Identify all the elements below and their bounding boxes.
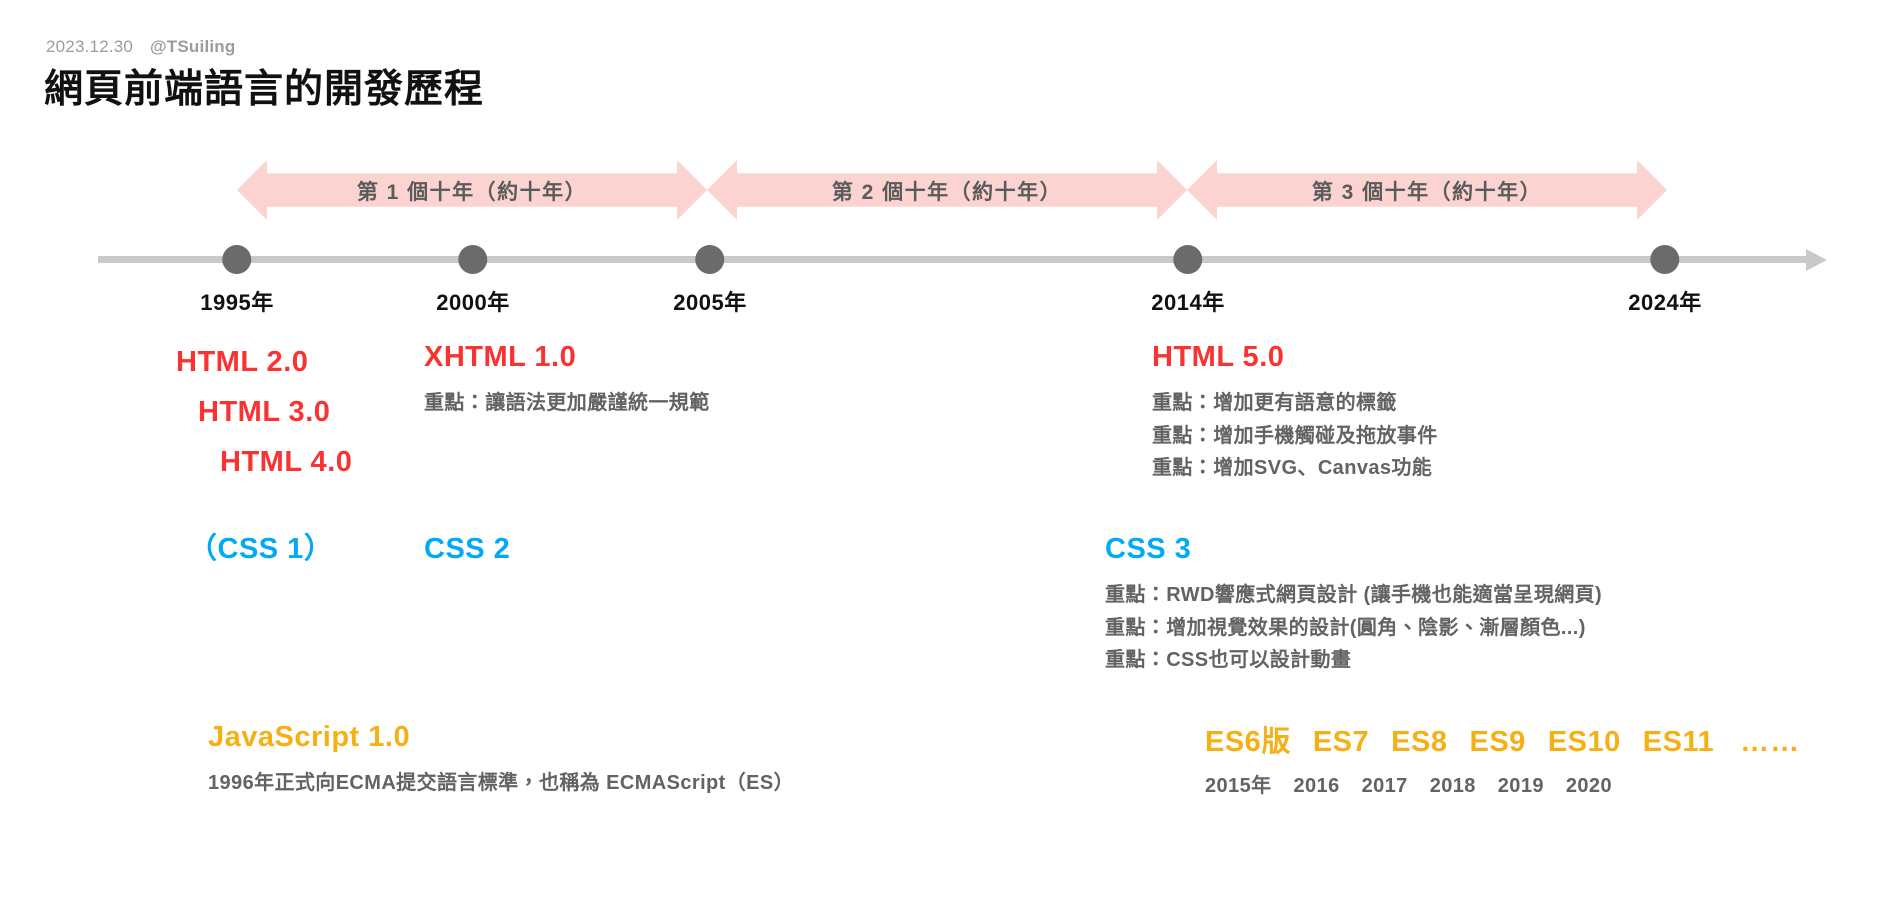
- xhtml-note: 重點：讓語法更加嚴謹統一規範: [424, 392, 710, 415]
- es-more-ellipsis: ……: [1740, 726, 1801, 758]
- header-handle: @TSuiling: [150, 37, 236, 56]
- es-year-es11: 2020: [1565, 775, 1612, 797]
- axis-arrowhead-icon: [1806, 249, 1827, 271]
- css3-note-2: 重點：增加視覺效果的設計(圓角、陰影、漸層顏色...): [1105, 616, 1586, 639]
- es-name-row: ES6版 ES7 ES8 ES9 ES10 ES11 ……: [1205, 718, 1800, 760]
- es-name-es6: ES6版: [1205, 726, 1291, 758]
- decade-arrow-1: 第 1 個十年（約十年）: [237, 160, 707, 220]
- xhtml-block: XHTML 1.0 重點：讓語法更加嚴謹統一規範: [424, 338, 710, 420]
- timeline-node-1995[interactable]: 1995年: [200, 245, 273, 317]
- es-name-es8: ES8: [1391, 726, 1448, 758]
- css2-title: CSS 2: [424, 533, 511, 565]
- header-meta: 2023.12.30 @TSuiling: [46, 37, 235, 57]
- es-year-row: 2015年 2016 2017 2018 2019 2020: [1205, 769, 1800, 798]
- css3-note-3: 重點：CSS也可以設計動畫: [1105, 648, 1352, 671]
- es-name-es11: ES11: [1642, 726, 1715, 758]
- html5-note-3: 重點：增加SVG、Canvas功能: [1152, 456, 1433, 479]
- timeline-dot-icon: [1650, 245, 1680, 274]
- html5-note-2: 重點：增加手機觸碰及拖放事件: [1152, 424, 1438, 447]
- es-name-es7: ES7: [1312, 726, 1370, 758]
- timeline-node-2024[interactable]: 2024年: [1628, 245, 1701, 317]
- html-version-2: HTML 2.0: [176, 346, 309, 378]
- html-early-versions: HTML 2.0 HTML 3.0 HTML 4.0: [176, 338, 352, 488]
- timeline-node-2014[interactable]: 2014年: [1151, 245, 1224, 317]
- timeline-dot-icon: [458, 245, 488, 274]
- decade-label-2: 第 2 個十年（約十年）: [831, 181, 1063, 204]
- timeline-dot-icon: [695, 245, 725, 274]
- decade-arrow-3: 第 3 個十年（約十年）: [1187, 160, 1667, 220]
- timeline-node-label: 1995年: [200, 290, 274, 315]
- javascript-block: JavaScript 1.0 1996年正式向ECMA提交語言標準，也稱為 EC…: [208, 718, 794, 800]
- timeline-node-label: 2024年: [1628, 290, 1702, 315]
- es-year-es6: 2015年: [1205, 775, 1272, 797]
- html-version-4: HTML 4.0: [220, 445, 353, 478]
- es-year-es7: 2016: [1293, 775, 1340, 797]
- javascript-note: 1996年正式向ECMA提交語言標準，也稱為 ECMAScript（ES）: [208, 772, 794, 795]
- html-version-3: HTML 3.0: [198, 395, 331, 428]
- header-date: 2023.12.30: [46, 37, 134, 56]
- es-versions-block: ES6版 ES7 ES8 ES9 ES10 ES11 …… 2015年 2016…: [1205, 718, 1800, 798]
- xhtml-title: XHTML 1.0: [424, 341, 577, 373]
- es-name-es10: ES10: [1547, 726, 1621, 758]
- decade-label-3: 第 3 個十年（約十年）: [1311, 181, 1543, 204]
- css3-block: CSS 3 重點：RWD響應式網頁設計 (讓手機也能適當呈現網頁) 重點：增加視…: [1105, 530, 1602, 676]
- timeline-axis: 1995年 2000年 2005年 2014年 2024年: [0, 245, 1900, 365]
- decade-arrow-2: 第 2 個十年（約十年）: [707, 160, 1187, 220]
- timeline-dot-icon: [222, 245, 252, 274]
- es-name-es9: ES9: [1469, 726, 1526, 758]
- decade-label-1: 第 1 個十年（約十年）: [356, 181, 588, 204]
- css1-title: （CSS 1）: [188, 533, 334, 565]
- axis-line: [98, 256, 1810, 263]
- timeline-node-label: 2005年: [673, 290, 747, 315]
- javascript-title: JavaScript 1.0: [208, 721, 411, 753]
- html5-title: HTML 5.0: [1152, 341, 1285, 373]
- timeline-node-2005[interactable]: 2005年: [673, 245, 746, 317]
- html5-block: HTML 5.0 重點：增加更有語意的標籤 重點：增加手機觸碰及拖放事件 重點：…: [1152, 338, 1438, 484]
- timeline-dot-icon: [1173, 245, 1203, 274]
- timeline-node-2000[interactable]: 2000年: [436, 245, 509, 317]
- timeline-node-label: 2014年: [1151, 290, 1225, 315]
- decade-arrow-band: 第 1 個十年（約十年） 第 2 個十年（約十年） 第 3 個十年（約十年）: [0, 160, 1900, 224]
- html5-note-1: 重點：增加更有語意的標籤: [1152, 392, 1397, 415]
- css3-title: CSS 3: [1105, 533, 1192, 565]
- css3-note-1: 重點：RWD響應式網頁設計 (讓手機也能適當呈現網頁): [1105, 584, 1603, 607]
- timeline-node-label: 2000年: [436, 290, 510, 315]
- es-year-es9: 2018: [1429, 775, 1476, 797]
- es-year-es8: 2017: [1361, 775, 1408, 797]
- page-title: 網頁前端語言的開發歷程: [44, 68, 485, 111]
- es-year-es10: 2019: [1497, 775, 1544, 797]
